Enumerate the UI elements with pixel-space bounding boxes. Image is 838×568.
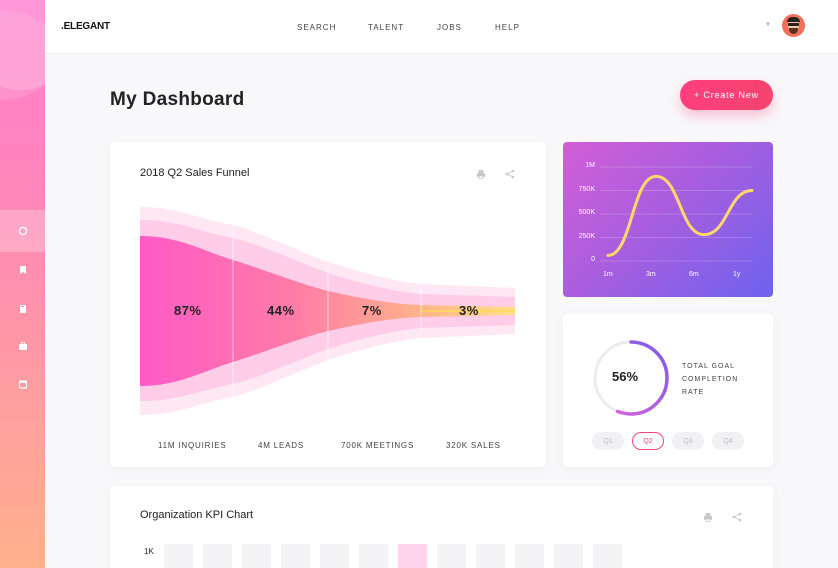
chart-ytick: 500K [578,209,595,216]
chevron-down-icon[interactable]: ▼ [765,22,771,28]
kpi-cell [203,544,232,568]
kpi-cell [359,544,388,568]
kpi-cell [164,544,193,568]
briefcase-icon [18,342,27,350]
print-icon[interactable] [703,512,713,522]
sidebar-item-notes[interactable] [0,288,45,330]
goal-progress-arc [593,340,669,416]
funnel-stage-pct: 44% [267,303,295,318]
bookmark-icon [19,266,26,274]
chart-ytick: 0 [591,256,595,263]
funnel-stage-label: 320K SALES [446,441,501,450]
nav-talent[interactable]: TALENT [368,23,405,32]
sidebar-decoration [0,10,45,100]
create-new-button[interactable]: + Create New [680,80,773,110]
kpi-title: Organization KPI Chart [140,509,254,521]
chart-ytick: 750K [578,186,595,193]
kpi-cell [593,544,622,568]
calendar-icon [18,380,27,389]
funnel-stage-pct: 7% [362,303,382,318]
goal-progress-ring [593,340,669,416]
chart-ytick: 1M [585,162,595,169]
quarter-q3-button[interactable]: Q3 [672,432,704,450]
nav-help[interactable]: HELP [495,23,520,32]
nav-jobs[interactable]: JOBS [437,23,462,32]
funnel-stage-label: 11M INQUIRIES [158,441,227,450]
funnel-stage-label: 700K MEETINGS [341,441,415,450]
kpi-cell [398,544,427,568]
kpi-cell [515,544,544,568]
logo: .ELEGANT [61,21,110,32]
top-bar: .ELEGANT SEARCH TALENT JOBS HELP ▼ [45,0,838,54]
kpi-cell [242,544,271,568]
chart-ytick: 250K [578,233,595,240]
kpi-cell [320,544,349,568]
nav-search[interactable]: SEARCH [297,23,337,32]
chart-xtick: 6m [689,271,699,278]
quarter-q1-button[interactable]: Q1 [592,432,624,450]
sidebar-decoration [0,0,45,90]
quarter-q2-button[interactable]: Q2 [632,432,664,450]
sidebar-item-bookmarks[interactable] [0,249,45,291]
growth-chart-card [563,142,773,297]
funnel-stage-pct: 3% [459,303,479,318]
chart-xtick: 1y [733,271,741,278]
funnel-stage-label: 4M LEADS [258,441,304,450]
funnel-band-inner [140,236,515,386]
chart-xtick: 1m [603,271,613,278]
kpi-cell [281,544,310,568]
share-icon[interactable] [732,512,742,522]
sidebar-item-jobs[interactable] [0,325,45,367]
goal-value: 56% [612,369,639,384]
print-icon[interactable] [476,169,486,179]
kpi-cell [437,544,466,568]
sidebar [0,0,45,568]
kpi-ytick: 1K [144,547,154,556]
circle-icon [18,226,27,236]
funnel-stage-pct: 87% [174,303,202,318]
avatar[interactable] [782,14,805,37]
share-icon[interactable] [505,169,515,179]
goal-label: TOTAL GOAL COMPLETION RATE [682,363,739,396]
kpi-cell [554,544,583,568]
chart-series-line [606,174,754,257]
quarter-q4-button[interactable]: Q4 [712,432,744,450]
sidebar-item-calendar[interactable] [0,363,45,405]
chart-xtick: 3m [646,271,656,278]
kpi-cell [476,544,505,568]
page-title: My Dashboard [110,89,245,110]
sidebar-item-dashboard[interactable] [0,210,45,252]
book-icon [19,305,26,313]
funnel-title: 2018 Q2 Sales Funnel [140,167,250,179]
